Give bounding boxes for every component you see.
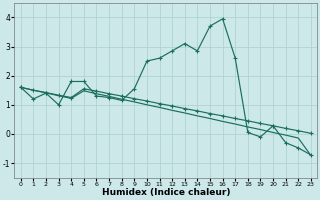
X-axis label: Humidex (Indice chaleur): Humidex (Indice chaleur) [101, 188, 230, 197]
